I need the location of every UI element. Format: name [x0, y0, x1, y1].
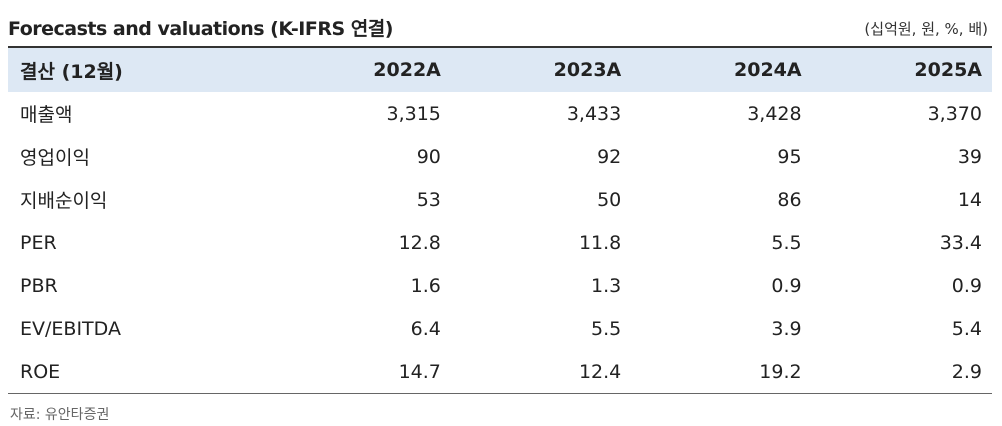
cell: 6.4	[410, 317, 441, 340]
cell: 86	[777, 188, 802, 211]
row-label: PBR	[20, 274, 58, 297]
cell: 11.8	[578, 231, 622, 254]
row-label: ROE	[20, 360, 61, 383]
table-row: EV/EBITDA 6.4 5.5 3.9 5.4	[8, 307, 992, 350]
column-header: 2024A	[631, 47, 812, 92]
cell: 5.5	[591, 317, 622, 340]
cell: 12.4	[578, 360, 622, 383]
column-header: 결산 (12월)	[8, 47, 271, 92]
table-head: 결산 (12월) 2022A 2023A 2024A 2025A	[8, 47, 992, 92]
cell: 12.8	[398, 231, 441, 254]
cell: 3.9	[771, 317, 802, 340]
cell: 3,433	[566, 102, 622, 125]
row-label: 매출액	[20, 104, 73, 126]
table-row: 영업이익 90 92 95 39	[8, 135, 992, 178]
header-row: 결산 (12월) 2022A 2023A 2024A 2025A	[8, 47, 992, 92]
row-label: 영업이익	[20, 147, 90, 169]
table-row: 매출액 3,315 3,433 3,428 3,370	[8, 92, 992, 135]
cell: 19.2	[759, 360, 802, 383]
table-body: 매출액 3,315 3,433 3,428 3,370 영업이익 90 92 95 39 지배순이익…	[8, 92, 992, 394]
cell: 3,315	[386, 102, 441, 125]
table-row: ROE 14.7 12.4 19.2 2.9	[8, 350, 992, 394]
column-header: 2023A	[450, 47, 632, 92]
cell: 95	[777, 145, 802, 168]
cell: 14.7	[398, 360, 441, 383]
cell: 39	[957, 145, 982, 168]
cell: 92	[597, 145, 622, 168]
table-row: PBR 1.6 1.3 0.9 0.9	[8, 264, 992, 307]
cell: 90	[416, 145, 441, 168]
cell: 3,428	[747, 102, 802, 125]
cell: 2.9	[951, 360, 982, 383]
column-header: 2022A	[270, 47, 451, 92]
cell: 0.9	[951, 274, 982, 297]
cell: 5.4	[951, 317, 982, 340]
unit: (십억원, 원, %, 배)	[864, 20, 988, 38]
cell: 50	[597, 188, 622, 211]
cell: 33.4	[939, 231, 982, 254]
cell: 0.9	[771, 274, 802, 297]
table: 결산 (12월) 2022A 2023A 2024A 2025A 매출액 3,315 3,4…	[8, 46, 992, 394]
table-row: 지배순이익 53 50 86 14	[8, 178, 992, 221]
row-label: EV/EBITDA	[20, 317, 121, 340]
title: Forecasts and valuations (K-IFRS 연결)	[8, 18, 393, 40]
table-row: PER 12.8 11.8 5.5 33.4	[8, 221, 992, 264]
column-header: 2025A	[811, 47, 992, 92]
cell: 53	[416, 188, 441, 211]
cell: 1.6	[410, 274, 441, 297]
row-label: PER	[20, 231, 57, 254]
row-label: 지배순이익	[20, 190, 108, 212]
source: 자료: 유안타증권	[10, 407, 110, 423]
cell: 1.3	[591, 274, 622, 297]
cell: 3,370	[927, 102, 982, 125]
cell: 14	[957, 188, 982, 211]
cell: 5.5	[771, 231, 802, 254]
